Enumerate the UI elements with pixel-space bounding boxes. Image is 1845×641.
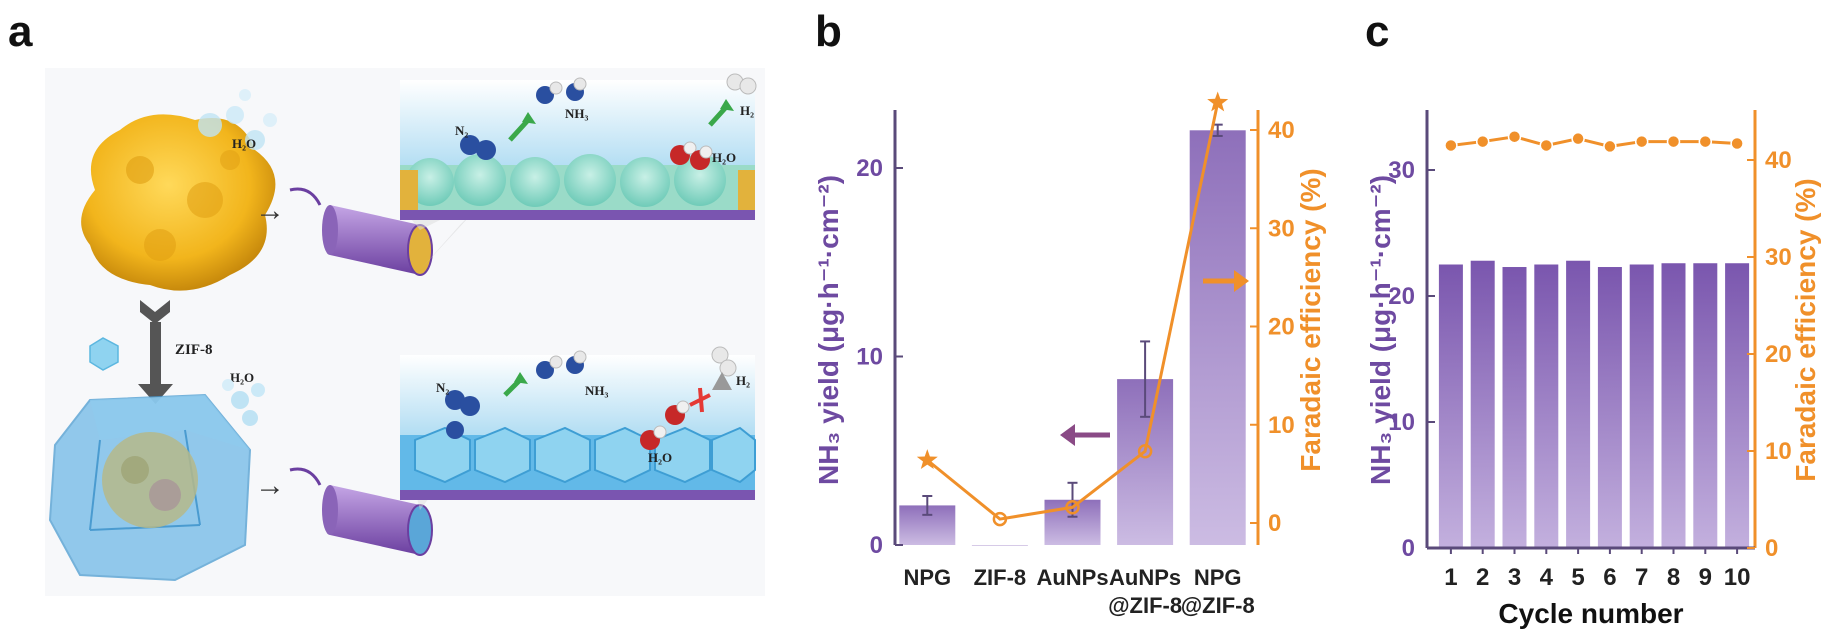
fe-marker-2	[992, 511, 1008, 527]
b-y2tick-label-40: 40	[1268, 117, 1295, 144]
c-bar-1	[1438, 264, 1463, 548]
c-y2tick-label-10: 10	[1765, 438, 1792, 465]
c-y2tick-label-0: 0	[1765, 535, 1778, 562]
c-xtick-label-7: 7	[1635, 564, 1648, 591]
left-axis-indicator-arrow	[1060, 424, 1110, 446]
c-ytick-label-20: 20	[1388, 283, 1415, 310]
c-fe-marker-10	[1730, 136, 1744, 151]
c-xtick-label-1: 1	[1444, 564, 1457, 591]
c-y2tick-label-20: 20	[1765, 341, 1792, 368]
c-fe-marker-5	[1571, 131, 1585, 146]
c-bar-8	[1661, 263, 1686, 548]
label-h2o-bottom: H₂O	[230, 370, 254, 385]
right-axis-indicator-arrow	[1203, 270, 1249, 292]
c-fe-marker-4	[1539, 138, 1554, 153]
c-fe-marker-3	[1507, 129, 1522, 144]
c-xtick-label-4: 4	[1540, 564, 1554, 591]
chart-c: 0 10 20 30 0 10 20 30 40 1 2 3 4 5 6 7 8 9 10 NH₃ yield …	[1365, 110, 1821, 629]
b-y2tick-label-0: 0	[1268, 510, 1281, 537]
c-xtick-label-2: 2	[1476, 564, 1489, 591]
label-top-n2: N₂	[455, 123, 468, 138]
b-xtick-label-4: AuNPs @ZIF-8	[1108, 565, 1182, 618]
c-fe-marker-6	[1603, 139, 1617, 154]
fe-marker-4	[1137, 444, 1153, 459]
c-fe-marker-1	[1444, 138, 1458, 153]
c-bar-7	[1629, 264, 1654, 548]
b-ytick-label-10: 10	[856, 344, 883, 371]
panel-label-a: a	[8, 7, 33, 56]
c-bar-6	[1597, 267, 1622, 548]
c-xtick-label-3: 3	[1508, 564, 1521, 591]
panel-a-schematic: H₂O ZIF-8 H₂O → →	[45, 68, 765, 596]
b-y2tick-label-10: 10	[1268, 412, 1295, 439]
b-y2tick-label-30: 30	[1268, 215, 1295, 242]
b-xtick-label-5: NPG @ZIF-8	[1181, 565, 1255, 618]
npg-surface-illustration	[400, 73, 757, 220]
c-y2-axis-title: Faradaic efficiency (%)	[1790, 178, 1821, 481]
c-bar-3	[1502, 267, 1527, 548]
c-fe-marker-9	[1698, 134, 1713, 149]
b-xtick-label-1: NPG	[903, 565, 951, 590]
label-h2o-top: H₂O	[232, 136, 256, 151]
c-ytick-label-0: 0	[1402, 535, 1415, 562]
b-xtick-label-3: AuNPs	[1036, 565, 1108, 590]
c-xtick-label-8: 8	[1667, 564, 1680, 591]
c-ytick-label-30: 30	[1388, 157, 1415, 184]
npg-particle-illustration	[81, 89, 277, 291]
label-bottom-nh3: NH₃	[585, 383, 609, 398]
c-xtick-label-10: 10	[1724, 564, 1751, 591]
b-ytick-label-0: 0	[870, 532, 883, 559]
b-xtick-label-2: ZIF-8	[974, 565, 1027, 590]
c-xtick-label-9: 9	[1699, 564, 1712, 591]
b-y2tick-label-20: 20	[1268, 314, 1295, 341]
fe-marker-3	[1065, 500, 1080, 515]
npg-zif8-particle-illustration	[48, 379, 265, 582]
series-faradaic-line-c	[1450, 135, 1738, 148]
c-x-axis-title: Cycle number	[1498, 598, 1683, 629]
c-y2tick-label-40: 40	[1765, 147, 1792, 174]
panel-label-c: c	[1365, 7, 1389, 56]
label-top-h2o: H₂O	[712, 150, 736, 165]
label-bottom-n2: N₂	[436, 380, 449, 395]
arrow-right-bottom-icon: →	[255, 469, 285, 502]
c-bar-4	[1534, 264, 1559, 548]
c-ytick-label-10: 10	[1388, 409, 1415, 436]
arrow-right-top-icon: →	[255, 194, 285, 227]
b-y-axis-title: NH₃ yield (μg·h⁻¹·cm⁻²)	[813, 175, 844, 485]
c-xtick-label-6: 6	[1603, 564, 1616, 591]
c-bar-2	[1470, 260, 1495, 548]
label-zif8: ZIF-8	[175, 342, 213, 358]
panel-label-b: b	[815, 7, 842, 56]
chart-b: 0 10 20 0 10 20 30 40 NPG ZIF-8 AuNPs AuNPs @ZIF-8…	[813, 91, 1326, 618]
c-y-axis-title: NH₃ yield (μg·h⁻¹·cm⁻²)	[1365, 175, 1396, 485]
c-bar-9	[1693, 263, 1718, 548]
c-bar-5	[1566, 260, 1591, 548]
fe-marker-1	[916, 449, 938, 469]
c-y2tick-label-30: 30	[1765, 244, 1792, 271]
c-fe-marker-2	[1475, 134, 1490, 149]
c-bar-10	[1725, 263, 1750, 548]
npg-zif8-surface-illustration	[400, 346, 756, 500]
label-top-h2: H₂	[740, 103, 754, 118]
c-xtick-label-5: 5	[1571, 564, 1584, 591]
label-top-nh3: NH₃	[565, 106, 589, 121]
fe-marker-5	[1207, 91, 1229, 112]
zif8-hexagon-icon	[89, 337, 119, 371]
b-ytick-label-20: 20	[856, 155, 883, 182]
c-fe-marker-8	[1666, 134, 1681, 149]
label-bottom-h2o: H₂O	[648, 450, 672, 465]
label-bottom-h2: H₂	[736, 373, 750, 388]
zif8-step-arrow	[138, 300, 173, 404]
bar-2	[971, 545, 1028, 546]
series-faradaic-line	[926, 102, 1220, 521]
b-y2-axis-title: Faradaic efficiency (%)	[1295, 168, 1326, 471]
c-fe-marker-7	[1634, 134, 1649, 149]
